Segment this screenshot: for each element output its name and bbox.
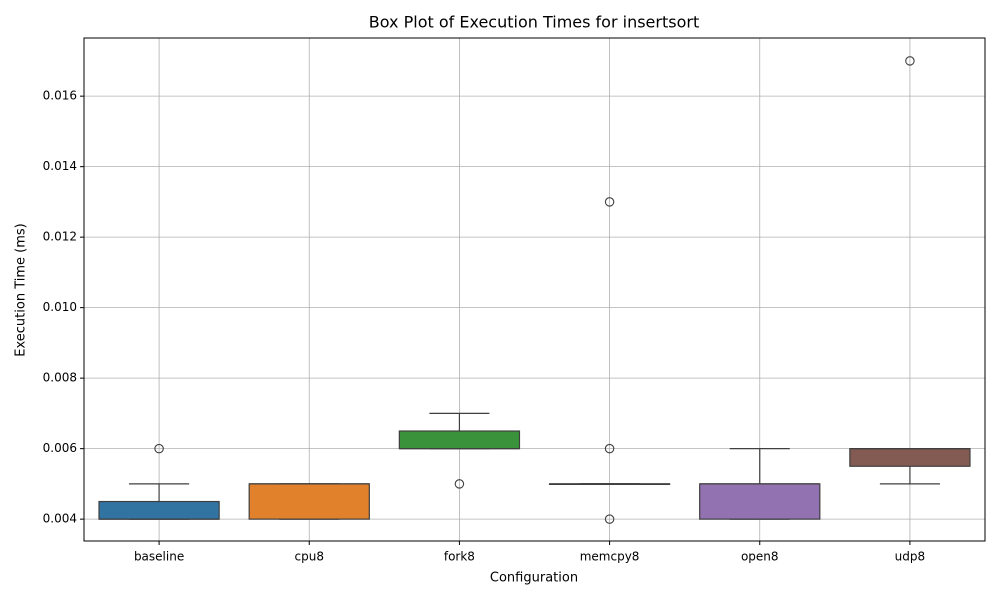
y-tick-label: 0.006 [43,441,77,455]
y-axis-label: Execution Time (ms) [14,223,29,356]
box [248,483,370,520]
y-tick-label: 0.016 [43,89,77,103]
y-tick-label: 0.008 [43,371,77,385]
x-tick-label: open8 [741,550,779,564]
x-axis-label: Configuration [490,571,578,586]
outlier [454,479,465,489]
outlier [604,443,615,454]
outlier [154,443,164,454]
x-tick-label: memcpy8 [580,550,640,564]
y-tick-label: 0.010 [43,300,77,314]
chart-title: Box Plot of Execution Times for insertso… [369,13,699,32]
y-tick-label: 0.004 [43,512,77,526]
x-tick-label: fork8 [444,550,475,564]
outlier [604,197,615,207]
box [98,500,220,520]
plot-frame [83,37,986,542]
box [699,483,821,520]
x-tick-label: udp8 [895,550,925,564]
outlier [604,514,615,524]
x-tick-label: cpu8 [295,550,324,564]
box [849,448,971,467]
outlier [905,56,915,66]
x-tick-label: baseline [134,550,184,564]
box [398,430,521,450]
y-tick-label: 0.014 [43,159,77,173]
y-tick-label: 0.012 [43,230,77,244]
